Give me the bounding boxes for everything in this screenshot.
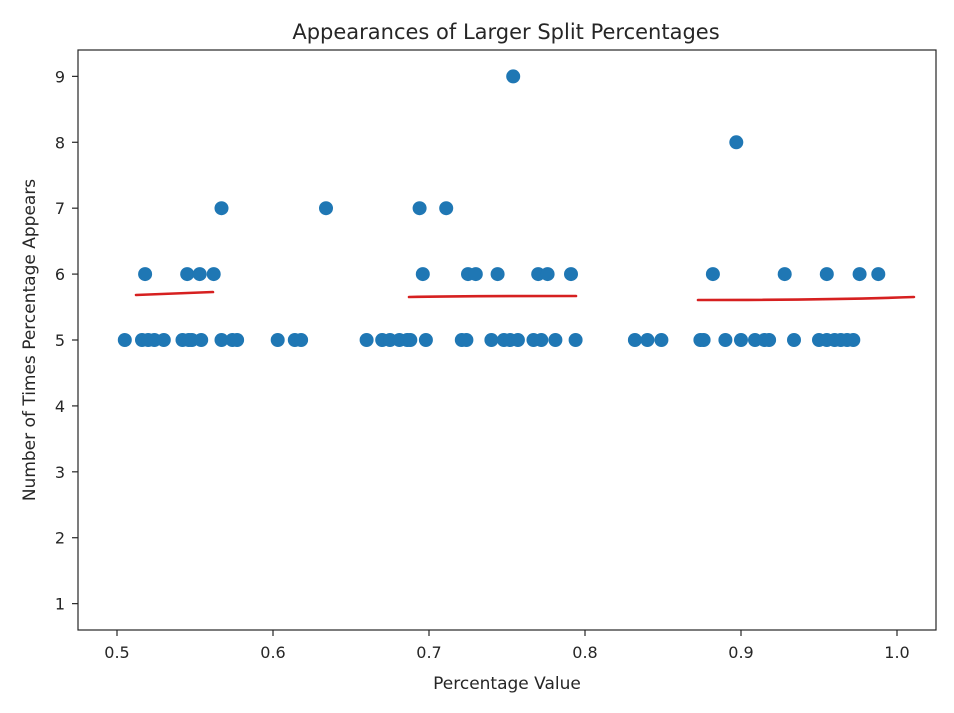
x-axis-title: Percentage Value — [433, 674, 581, 694]
underline-annotation — [407, 294, 578, 299]
data-point — [117, 333, 132, 347]
data-point — [654, 333, 669, 347]
y-tick-label: 1 — [55, 595, 65, 614]
data-point — [403, 333, 418, 347]
y-tick-label: 9 — [55, 67, 65, 86]
x-tick-label: 0.9 — [728, 643, 753, 662]
data-point — [787, 333, 801, 347]
data-point — [506, 69, 521, 84]
data-point — [359, 333, 374, 347]
data-point — [762, 333, 777, 347]
x-axis: 0.5 0.6 0.7 0.8 0.9 1.0 — [104, 630, 910, 662]
data-point — [319, 201, 333, 216]
data-point — [734, 333, 748, 347]
data-point — [180, 267, 195, 282]
underline-annotation — [696, 295, 916, 302]
y-tick-label: 4 — [55, 397, 65, 416]
data-point — [194, 333, 209, 347]
data-point — [294, 333, 309, 347]
data-point — [156, 333, 171, 347]
data-point — [540, 267, 555, 282]
data-point — [484, 333, 499, 347]
data-point — [459, 333, 474, 347]
y-tick-label: 3 — [55, 463, 65, 482]
data-point — [468, 267, 483, 282]
data-point — [852, 267, 867, 282]
data-point — [846, 333, 861, 347]
data-point — [871, 267, 886, 282]
data-point — [270, 333, 285, 347]
data-point — [138, 267, 153, 282]
y-tick-label: 5 — [55, 331, 65, 350]
underline-annotation — [134, 290, 215, 297]
data-point — [415, 267, 430, 282]
y-tick-label: 6 — [55, 265, 65, 284]
hand-drawn-underlines — [134, 290, 916, 302]
data-point — [534, 333, 549, 347]
data-point — [777, 267, 792, 282]
y-tick-label: 8 — [55, 133, 65, 152]
data-point — [696, 333, 711, 347]
y-tick-label: 2 — [55, 529, 65, 548]
x-tick-label: 0.5 — [104, 643, 129, 662]
data-point — [412, 201, 427, 216]
data-point — [718, 333, 733, 347]
y-axis: 1 2 3 4 5 6 7 8 9 — [55, 67, 78, 614]
x-tick-label: 0.6 — [260, 643, 285, 662]
data-point — [627, 333, 642, 347]
data-point — [564, 267, 578, 282]
data-point — [640, 333, 655, 347]
data-point — [230, 333, 245, 347]
y-tick-label: 7 — [55, 199, 65, 218]
data-point — [568, 333, 583, 347]
data-point — [729, 135, 744, 150]
x-tick-label: 1.0 — [884, 643, 909, 662]
data-point — [705, 267, 720, 282]
data-point — [819, 267, 834, 282]
data-point — [206, 267, 221, 282]
data-point — [214, 201, 229, 216]
y-axis-title: Number of Times Percentage Appears — [20, 179, 40, 501]
data-point — [418, 333, 433, 347]
data-point — [192, 267, 207, 282]
data-point — [510, 333, 525, 347]
data-point — [548, 333, 563, 347]
data-point — [439, 201, 454, 216]
chart-title: Appearances of Larger Split Percentages — [292, 20, 719, 44]
x-tick-label: 0.8 — [572, 643, 597, 662]
x-tick-label: 0.7 — [416, 643, 441, 662]
data-point — [490, 267, 505, 282]
data-point — [214, 333, 229, 347]
data-points — [117, 69, 886, 347]
